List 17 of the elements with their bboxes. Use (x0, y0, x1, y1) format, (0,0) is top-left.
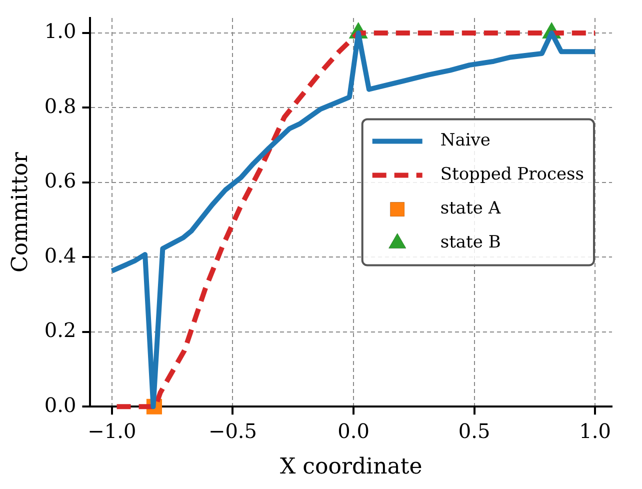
legend-label: Naive (440, 130, 490, 151)
x-tick-label: 1.0 (579, 418, 611, 443)
legend-label: state B (440, 232, 501, 253)
y-tick-label: 0.4 (44, 243, 76, 268)
x-tick-label: 0.5 (458, 418, 490, 443)
y-tick-label: 0.8 (44, 94, 76, 118)
y-axis-title: Committor (8, 152, 33, 272)
y-tick-label: 0.6 (44, 168, 76, 193)
x-tick-label: −1.0 (88, 418, 136, 443)
x-axis-title: X coordinate (280, 454, 422, 480)
x-tick-label: 0.0 (338, 418, 370, 443)
y-tick-label: 1.0 (44, 19, 76, 44)
y-tick-label: 0.0 (44, 392, 76, 417)
x-tick-label: −0.5 (208, 418, 258, 443)
legend-label: Stopped Process (440, 164, 584, 185)
legend-label: state A (440, 198, 502, 219)
y-tick-label: 0.2 (44, 318, 76, 342)
